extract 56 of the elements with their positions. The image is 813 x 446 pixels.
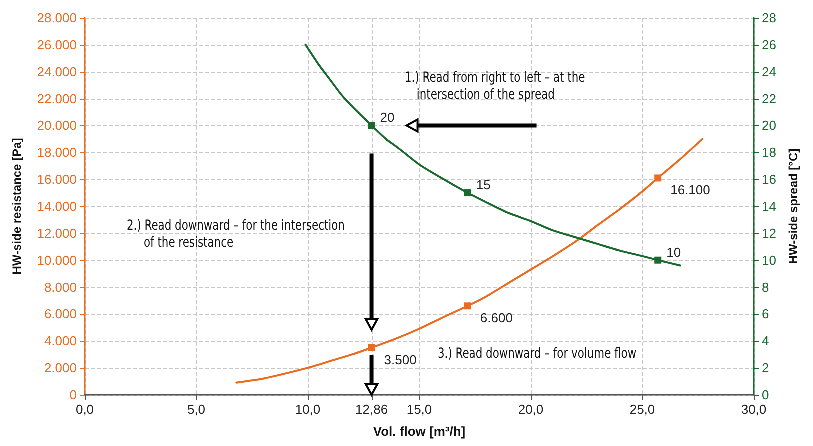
x-axis-title: Vol. flow [m³/h] (373, 424, 466, 439)
annotation: 2.) Read downward – for the intersection of the resistance (127, 218, 346, 252)
point (464, 190, 472, 197)
data-label: 3.500 (384, 352, 417, 368)
point (654, 256, 662, 264)
data-label: 10 (666, 244, 682, 260)
y-tick-label: 20.000 (37, 118, 77, 134)
y2-tick-label: 10 (762, 252, 776, 268)
y2-tick-label: 24 (762, 64, 776, 80)
x-tick-label: 12,86 (356, 402, 388, 417)
data-label: 6.600 (480, 310, 513, 326)
annotation: 3.) Read downward – for volume flow (438, 346, 638, 363)
point (368, 344, 376, 352)
y2-tick-label: 4 (762, 334, 770, 349)
x-tick-label: 5,0 (187, 402, 206, 417)
y2-tick-label: 28 (762, 10, 776, 26)
y2-tick-label: 20 (762, 118, 776, 134)
x-tick-label: 25,0 (630, 402, 656, 417)
y2-tick-label: 6 (762, 306, 770, 322)
y-tick-label: 14.000 (37, 199, 77, 214)
x-tick-label: 20,0 (518, 402, 544, 417)
y-axis-title: HW-side resistance [Pa] (10, 138, 24, 275)
y-tick-label: 4.000 (44, 334, 77, 349)
y2-tick-label: 0 (762, 388, 770, 402)
y-tick-label: 12.000 (37, 226, 77, 241)
data-label: 15 (476, 178, 491, 193)
y2-tick-label: 8 (762, 280, 770, 295)
point (654, 174, 662, 182)
y2-tick-label: 18 (762, 145, 776, 160)
y-tick-label: 22.000 (37, 91, 77, 106)
y-tick-label: 24.000 (37, 64, 77, 80)
y-tick-label: 8.000 (44, 280, 77, 295)
x-tick-label: 0,0 (76, 402, 94, 417)
y-tick-label: 6.000 (44, 306, 77, 322)
annotation: 1.) Read from right to left – at the intersection of the spread (405, 70, 586, 104)
data-label: 20 (380, 110, 395, 126)
x-tick-label: 30,0 (741, 402, 767, 417)
y-tick-label: 2.000 (44, 360, 77, 376)
y-tick-label: 26.000 (37, 37, 77, 52)
y2-tick-label: 12 (762, 226, 776, 241)
y-tick-label: 0 (70, 388, 77, 402)
y-tick-label: 28.000 (37, 10, 77, 26)
y2-axis-title: HW-side spread [°C] (786, 148, 800, 264)
y-tick-label: 18.000 (37, 145, 77, 160)
y2-tick-label: 14 (762, 199, 776, 214)
y2-tick-label: 2 (762, 360, 770, 376)
y-tick-label: 16.000 (37, 172, 77, 188)
point (368, 122, 376, 130)
data-label: 16.100 (670, 182, 710, 198)
point (464, 302, 472, 310)
y2-tick-label: 26 (762, 37, 776, 52)
y-tick-label: 10.000 (37, 252, 77, 268)
x-tick-label: 15,0 (406, 402, 432, 417)
y2-tick-label: 16 (762, 172, 776, 188)
x-tick-label: 10,0 (295, 402, 321, 417)
y2-tick-label: 22 (762, 91, 776, 106)
